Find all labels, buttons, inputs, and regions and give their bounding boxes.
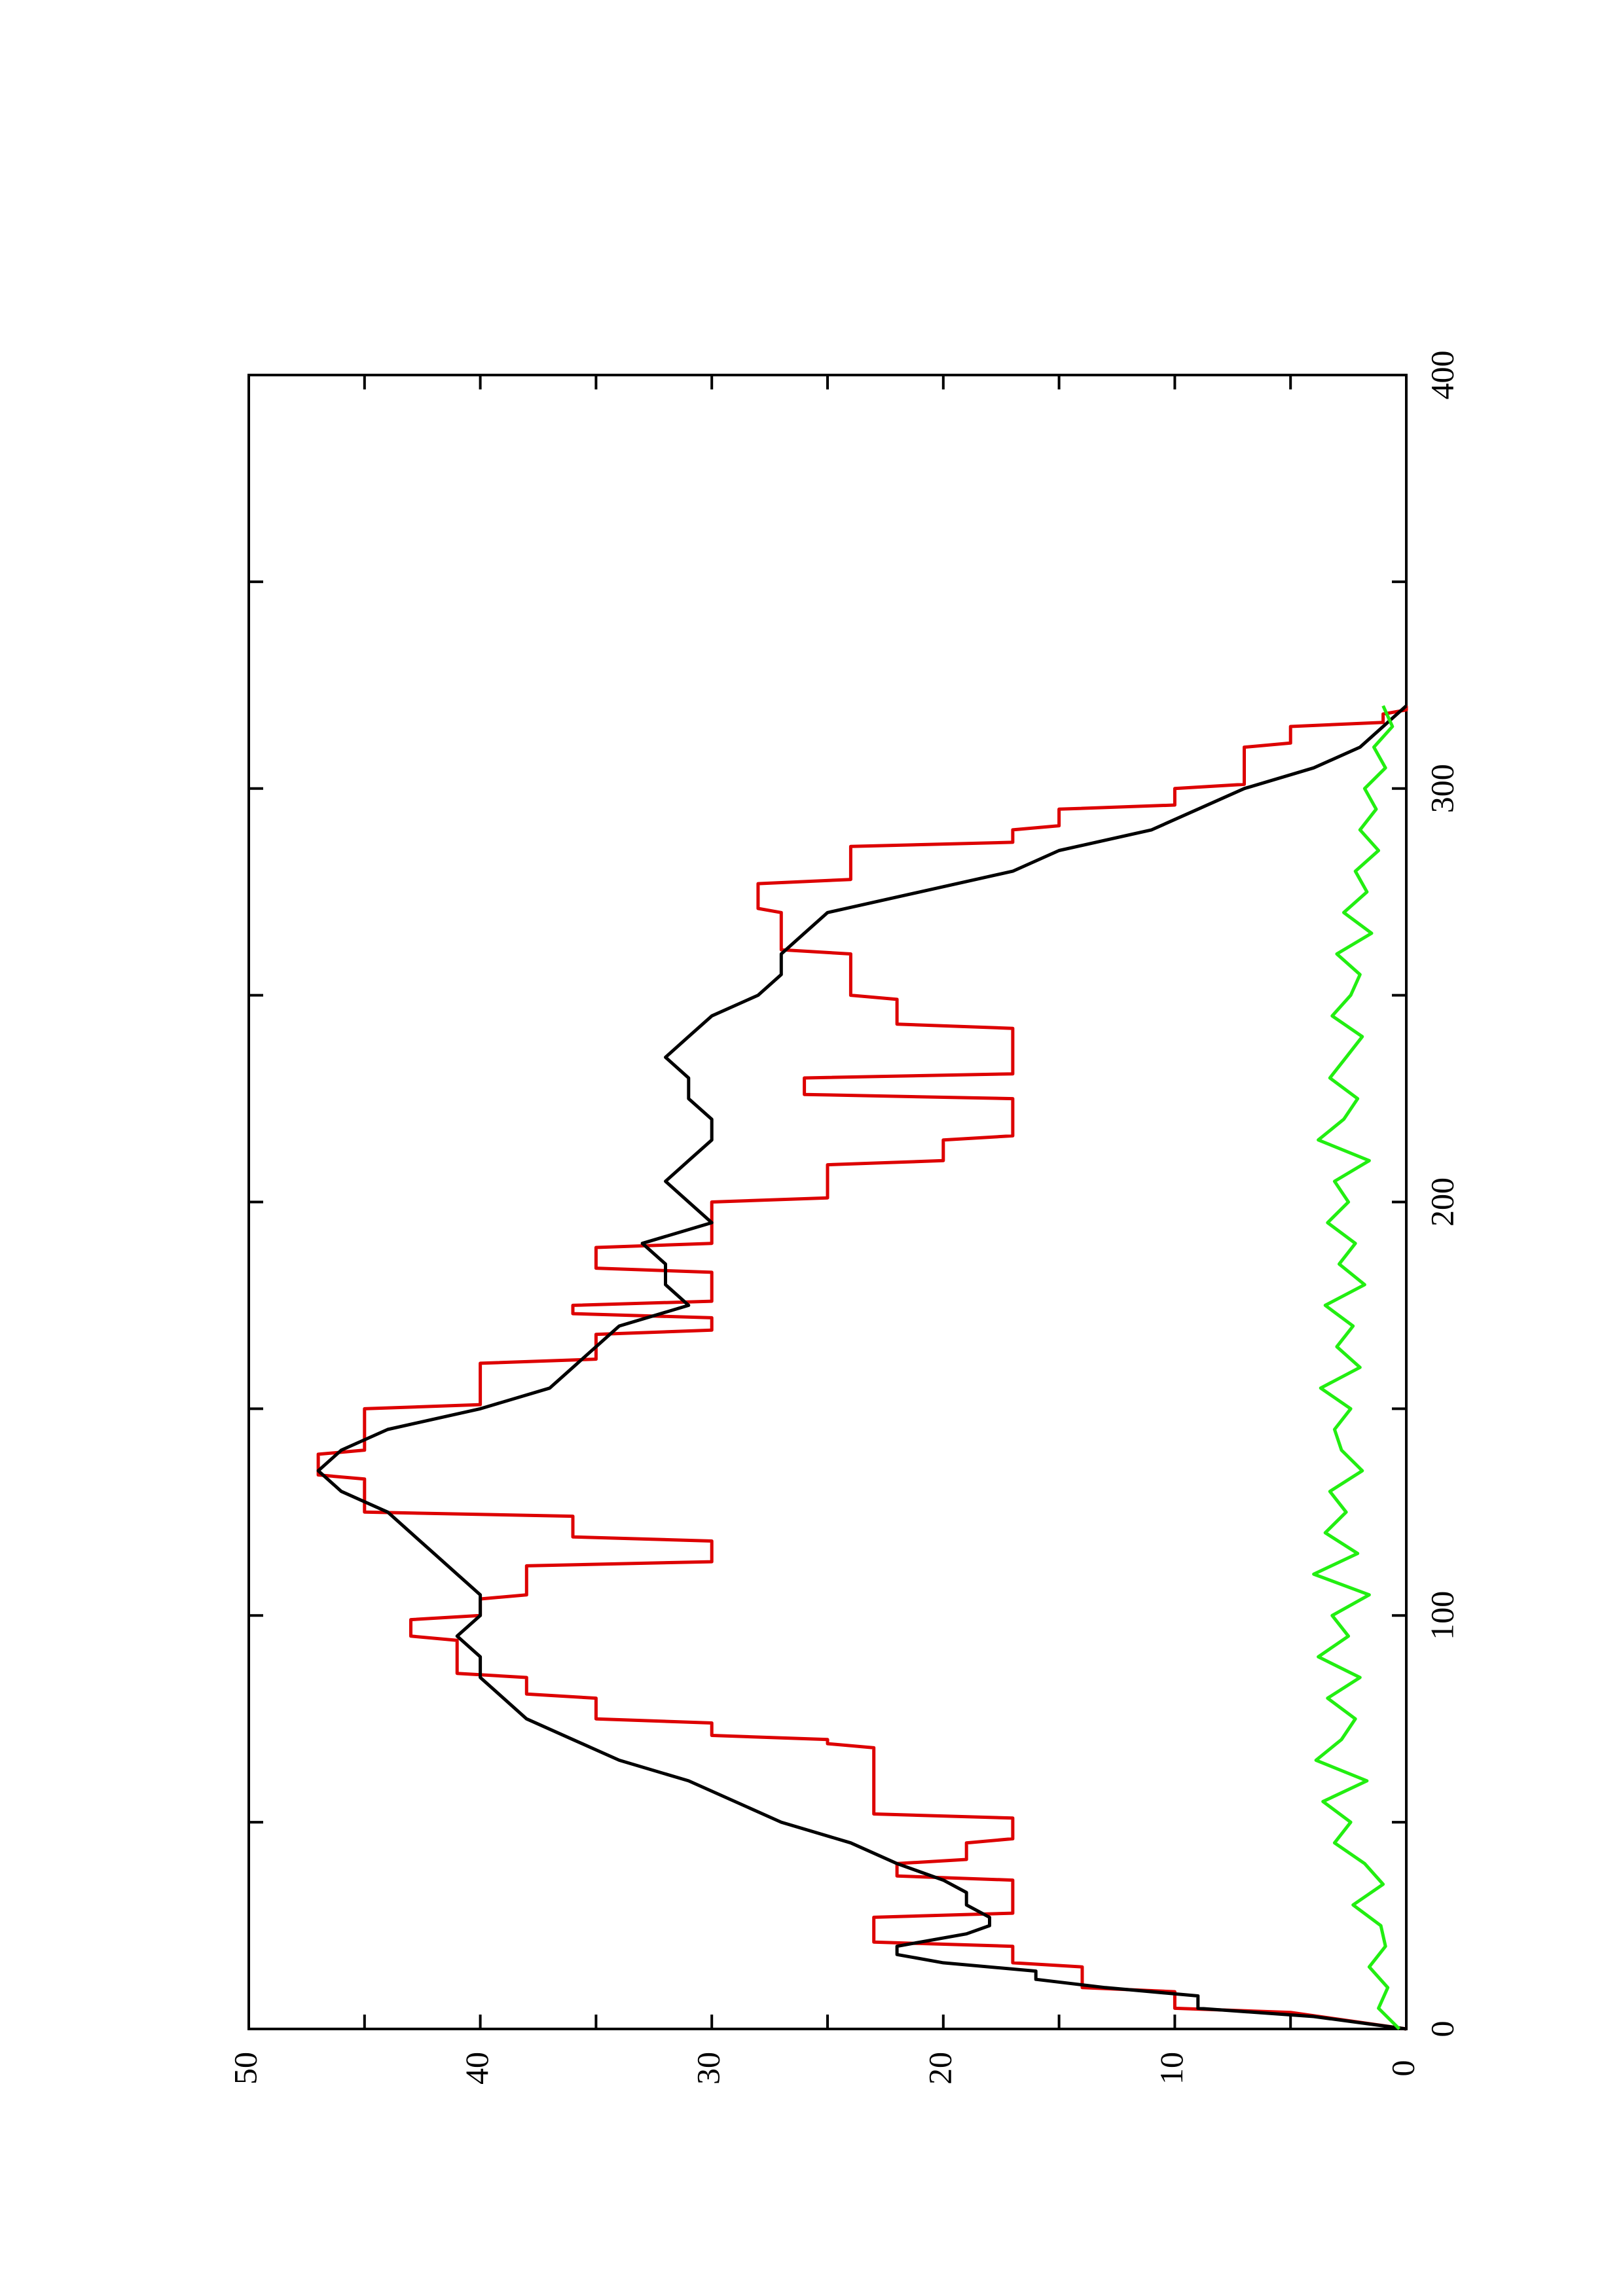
series-line-2 <box>316 704 1408 2031</box>
x-tick-label: 400 <box>1423 351 1460 400</box>
y-tick-label: 10 <box>1153 2052 1190 2085</box>
y-tick-label: 30 <box>690 2052 727 2085</box>
x-tick-label: 0 <box>1423 2021 1460 2037</box>
series-line-3 <box>1312 705 1401 2030</box>
x-tick-label: 100 <box>1423 1591 1460 1640</box>
y-tick-label: 0 <box>1384 2060 1421 2077</box>
plot-frame <box>247 374 1408 2030</box>
plot-area: 0 100 200 300 400 0 10 20 30 40 50 <box>227 351 1460 2085</box>
x-tick-label: 300 <box>1423 764 1460 813</box>
y-tick-label: 20 <box>921 2052 958 2085</box>
series-line-1 <box>316 706 1408 2031</box>
y-tick-label: 50 <box>227 2052 263 2085</box>
y-tick-label: 40 <box>458 2052 495 2085</box>
x-tick-label: 200 <box>1423 1177 1460 1227</box>
